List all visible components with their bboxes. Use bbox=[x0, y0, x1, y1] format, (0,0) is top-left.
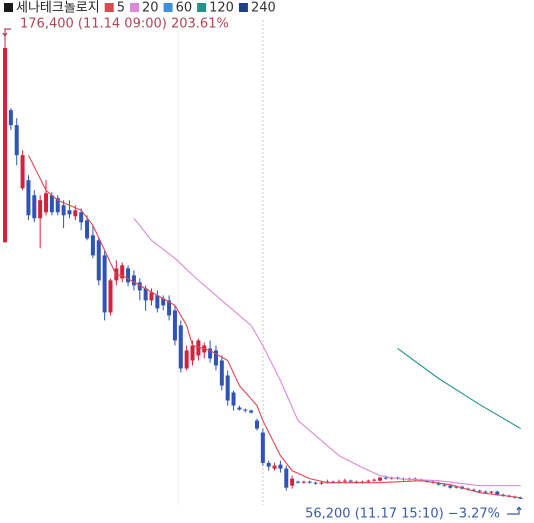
candle-body bbox=[272, 465, 277, 469]
candle-body bbox=[249, 410, 254, 413]
candle-body bbox=[342, 480, 347, 482]
candle-body bbox=[483, 491, 488, 493]
candle-body bbox=[190, 345, 195, 361]
legend-label: 120 bbox=[209, 1, 234, 16]
candle-body bbox=[378, 477, 383, 481]
candle-body bbox=[348, 480, 353, 482]
candle-body bbox=[319, 482, 324, 484]
candle-body bbox=[290, 478, 295, 486]
candle-body bbox=[436, 482, 441, 485]
candle-body bbox=[131, 275, 136, 286]
candle-body bbox=[231, 392, 236, 406]
candle-body bbox=[278, 464, 283, 469]
legend-label: 60 bbox=[176, 1, 193, 16]
candle-body bbox=[85, 220, 90, 239]
candle-body bbox=[120, 265, 125, 279]
candle-body bbox=[284, 468, 289, 488]
legend-swatch bbox=[104, 3, 114, 12]
candle-body bbox=[14, 125, 19, 156]
legend-label: 20 bbox=[142, 1, 159, 16]
candle-body bbox=[90, 235, 95, 256]
candle-body bbox=[73, 210, 78, 217]
legend-swatch bbox=[4, 3, 13, 12]
candle-body bbox=[3, 48, 7, 243]
low-annotation: 56,200 (11.17 15:10) −3.27% bbox=[305, 507, 500, 522]
legend-label: 240 bbox=[251, 1, 276, 16]
candle-body bbox=[44, 193, 49, 213]
candle-body bbox=[296, 481, 300, 483]
candle-body bbox=[313, 482, 318, 484]
legend-swatch bbox=[238, 3, 248, 12]
candle-body bbox=[495, 491, 500, 495]
candle-body bbox=[489, 491, 494, 493]
low-arrow bbox=[507, 506, 522, 515]
candle-body bbox=[366, 480, 371, 482]
candle-body bbox=[102, 255, 107, 313]
candle-body bbox=[208, 348, 213, 359]
candle-body bbox=[20, 155, 25, 189]
candle-body bbox=[243, 409, 248, 411]
candle-body bbox=[178, 325, 183, 369]
candle-body bbox=[8, 110, 13, 126]
candle-body bbox=[237, 407, 242, 410]
legend-swatch bbox=[197, 3, 207, 12]
candle-body bbox=[266, 462, 271, 467]
candle-body bbox=[254, 420, 259, 429]
moving-average-line bbox=[397, 348, 521, 430]
candle-body bbox=[55, 198, 60, 213]
candle-body bbox=[471, 489, 476, 491]
high-annotation: 176,400 (11.14 09:00) 203.61% bbox=[20, 17, 229, 32]
candle-body bbox=[454, 486, 459, 488]
candle-body bbox=[108, 280, 113, 313]
candle-body bbox=[67, 210, 72, 215]
candle-body bbox=[372, 479, 377, 481]
candle-body bbox=[518, 497, 523, 499]
legend-label: 5 bbox=[117, 1, 125, 16]
candle-body bbox=[26, 180, 31, 216]
moving-average-line bbox=[133, 217, 521, 487]
candle-body bbox=[155, 295, 160, 309]
moving-average-line bbox=[27, 154, 521, 499]
candle-body bbox=[61, 205, 66, 216]
high-arrow bbox=[2, 28, 11, 37]
candle-body bbox=[143, 288, 148, 301]
candle-body bbox=[79, 212, 84, 223]
candle-body bbox=[149, 292, 154, 301]
legend-swatch bbox=[163, 3, 173, 12]
candle-body bbox=[161, 298, 166, 306]
candle-body bbox=[383, 477, 388, 479]
candle-body bbox=[38, 200, 43, 219]
candle-body bbox=[307, 481, 312, 483]
candle-body bbox=[32, 195, 37, 219]
candle-body bbox=[448, 485, 453, 488]
candle-body bbox=[219, 360, 224, 386]
candle-body bbox=[184, 350, 189, 369]
candle-body bbox=[126, 268, 131, 283]
candle-body bbox=[137, 282, 142, 291]
candle-body bbox=[167, 300, 172, 316]
candle-body bbox=[477, 490, 482, 492]
candle-body bbox=[196, 340, 201, 356]
legend-label: 세나테크놀로지 bbox=[16, 1, 100, 16]
candle-body bbox=[260, 432, 265, 463]
candle-body bbox=[442, 484, 447, 486]
candle-body bbox=[213, 350, 218, 366]
candle-body bbox=[96, 240, 101, 281]
candle-body bbox=[172, 310, 177, 341]
candle-body bbox=[225, 375, 230, 401]
candle-body bbox=[49, 195, 54, 213]
candle-body bbox=[301, 481, 306, 483]
legend-swatch bbox=[130, 3, 140, 12]
